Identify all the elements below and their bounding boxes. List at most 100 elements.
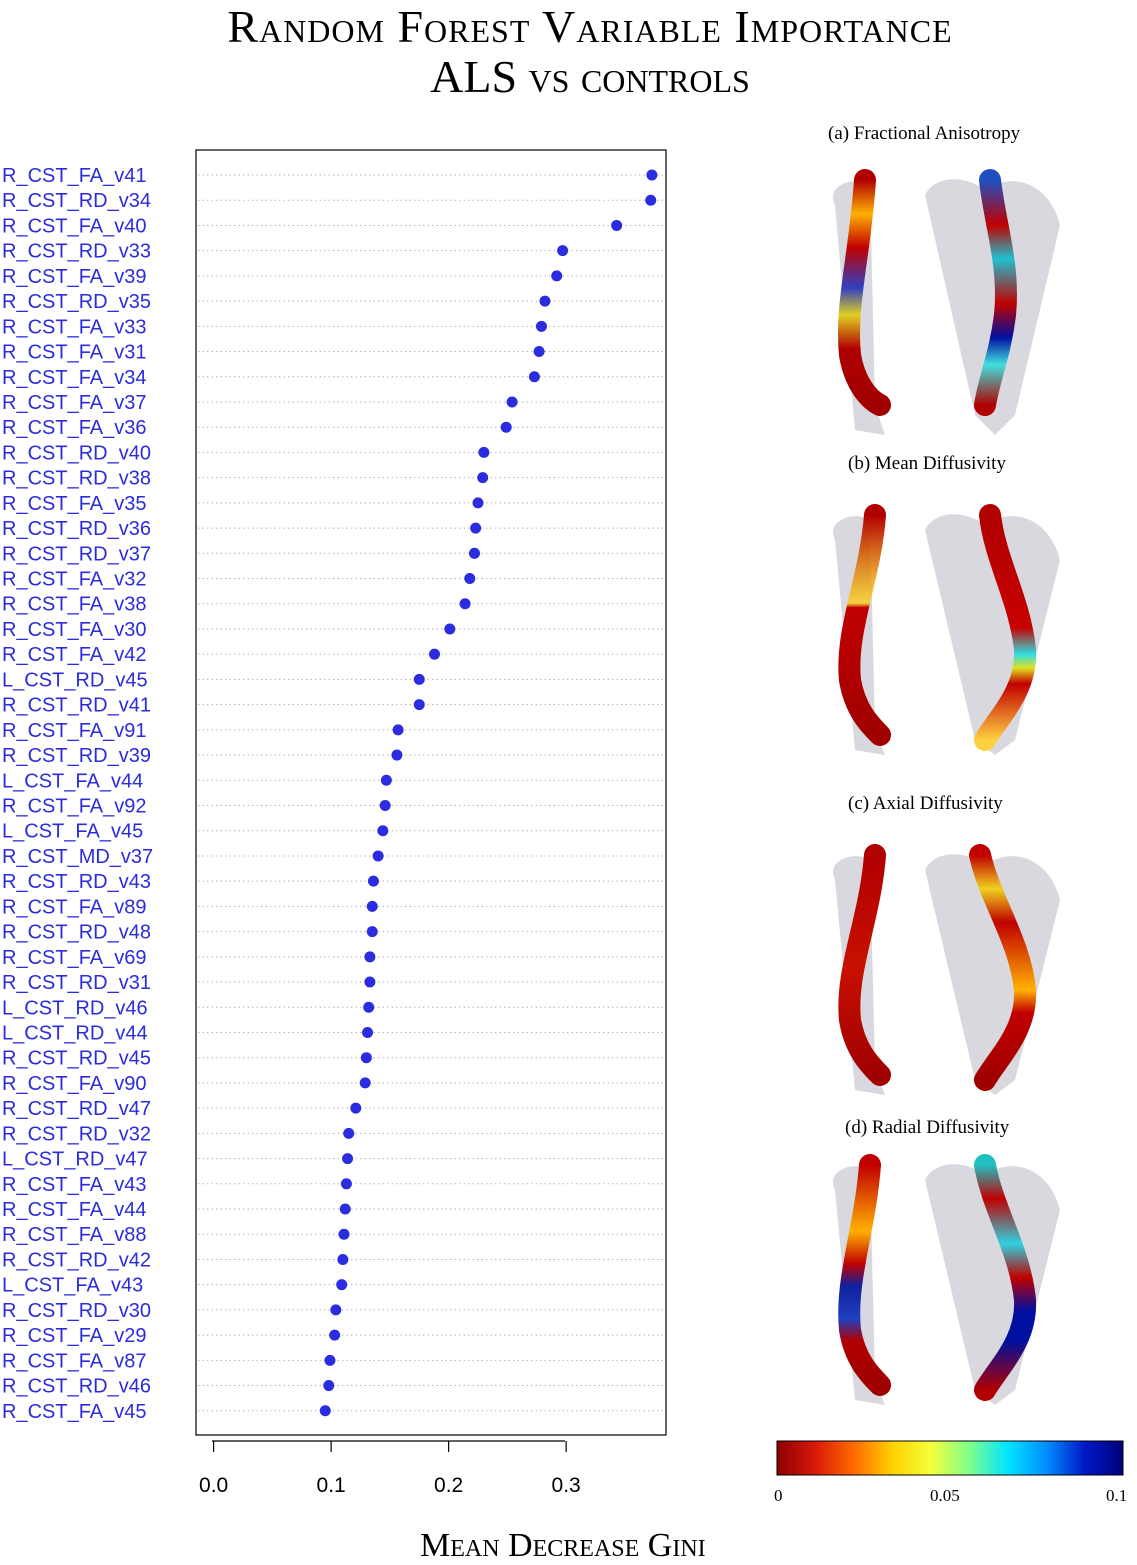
data-point [539,295,551,307]
data-point [478,446,490,458]
data-point [477,472,489,484]
data-point [500,421,512,433]
data-point [363,1001,375,1013]
tract-left [838,1154,891,1396]
variable-label: R_CST_RD_v31 [2,972,151,994]
data-point [366,926,378,938]
data-point [646,169,658,181]
tract-right [974,169,1017,416]
x-tick-label: 0.2 [434,1474,463,1497]
variable-label: R_CST_RD_v48 [2,922,151,944]
data-point [470,522,482,534]
variable-label: R_CST_RD_v33 [2,241,151,263]
tract-right [969,844,1037,1091]
fiber-bundle-right [925,179,1060,435]
variable-label: R_CST_RD_v30 [2,1300,151,1322]
colorbar-gradient [776,1440,1124,1476]
data-point [342,1153,354,1165]
panel-title-md: (b) Mean Diffusivity [848,453,1006,474]
data-point [377,825,389,837]
x-axis-title: Mean Decrease Gini [420,1527,706,1564]
data-point [338,1228,350,1240]
data-point [557,245,569,257]
variable-label: R_CST_RD_v37 [2,543,151,565]
data-point [535,320,547,332]
variable-label: R_CST_FA_v32 [2,569,147,591]
data-points [319,169,658,1417]
colorbar-tick-max: 0.1 [1106,1486,1128,1505]
data-point [528,371,540,383]
variable-label: R_CST_FA_v41 [2,165,147,187]
variable-label: R_CST_FA_v31 [2,342,147,364]
variable-label: R_CST_RD_v47 [2,1098,151,1120]
data-point [350,1102,362,1114]
data-point [319,1405,331,1417]
colorbar-tick-min: 0 [774,1486,783,1505]
variable-label: R_CST_FA_v69 [2,947,147,969]
x-tick-label: 0.1 [317,1474,346,1497]
data-point [472,497,484,509]
data-point [337,1253,349,1265]
variable-label: R_CST_FA_v87 [2,1350,147,1372]
tract-image-rd [833,1154,1060,1405]
variable-label: R_CST_RD_v41 [2,695,151,717]
data-point [551,270,563,282]
variable-label: R_CST_FA_v88 [2,1224,147,1246]
variable-label: R_CST_FA_v92 [2,796,147,818]
variable-label: R_CST_FA_v38 [2,594,147,616]
data-point [364,951,376,963]
variable-label: R_CST_FA_v35 [2,493,147,515]
data-point [429,648,441,660]
variable-label: R_CST_FA_v33 [2,316,147,338]
colorbar-tick-mid: 0.05 [930,1486,960,1505]
tract-left [838,844,891,1086]
data-point [468,547,480,559]
x-axis: 0.0 0.1 0.2 0.3 [199,1440,581,1497]
data-point [367,875,379,887]
data-point [360,1052,372,1064]
data-point [392,724,404,736]
variable-label: R_CST_RD_v36 [2,518,151,540]
data-point [336,1279,348,1291]
variable-label: R_CST_RD_v45 [2,1048,151,1070]
data-point [391,749,403,761]
data-point [372,850,384,862]
tract-right [974,504,1037,751]
data-point [329,1329,341,1341]
variable-label: R_CST_FA_v34 [2,367,147,389]
tract-image-md [833,504,1060,755]
data-point [533,346,545,358]
colorbar [776,1440,1124,1476]
variable-label: R_CST_RD_v35 [2,291,151,313]
variable-label: R_CST_RD_v34 [2,190,151,212]
data-point [444,623,456,635]
variable-label: R_CST_FA_v44 [2,1199,147,1221]
variable-label: L_CST_RD_v44 [2,1022,148,1044]
variable-label: R_CST_FA_v36 [2,417,147,439]
plot-frame [195,149,667,1436]
data-point [324,1354,336,1366]
x-tick-label: 0.3 [552,1474,581,1497]
data-point [464,573,476,585]
variable-label: L_CST_RD_v47 [2,1149,148,1171]
variable-label: R_CST_FA_v40 [2,215,147,237]
data-point [506,396,518,408]
variable-label: R_CST_RD_v42 [2,1249,151,1271]
gridlines [198,174,664,1412]
variable-label: L_CST_RD_v45 [2,669,148,691]
variable-label: R_CST_FA_v91 [2,720,147,742]
x-tick-label: 0.0 [199,1474,228,1497]
variable-label: R_CST_RD_v32 [2,1123,151,1145]
panel-title-ad: (c) Axial Diffusivity [848,793,1003,814]
data-point [362,1026,374,1038]
tract-left [837,169,891,416]
variable-label: R_CST_RD_v39 [2,745,151,767]
variable-label: L_CST_FA_v45 [2,821,143,843]
data-point [645,194,657,206]
variable-label: R_CST_FA_v30 [2,619,147,641]
data-point [413,699,425,711]
panel-title-fa: (a) Fractional Anisotropy [828,123,1021,144]
tract-right [974,1154,1037,1401]
variable-labels: R_CST_FA_v41 R_CST_RD_v34 R_CST_FA_v40 R_CS… [2,165,153,1423]
data-point [330,1304,342,1316]
